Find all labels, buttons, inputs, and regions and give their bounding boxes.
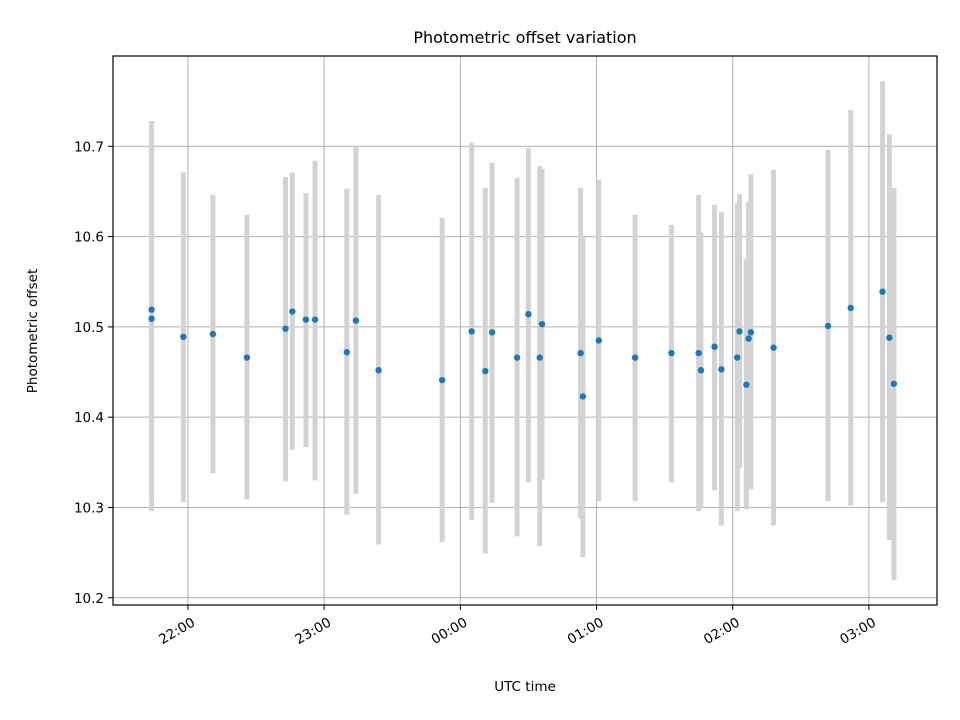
data-point	[695, 349, 702, 357]
data-point	[747, 329, 755, 336]
data-point	[282, 325, 289, 332]
y-tick-label: 10.2	[74, 591, 104, 607]
y-axis-label: Photometric offset	[25, 269, 41, 393]
data-point	[513, 354, 521, 361]
data-point	[734, 354, 741, 361]
plot-frame	[112, 55, 938, 606]
x-axis-label: UTC time	[494, 679, 556, 695]
data-point	[488, 329, 496, 336]
data-point	[711, 343, 718, 350]
data-point	[343, 348, 351, 356]
data-point	[302, 316, 310, 323]
y-tick-label: 10.7	[74, 139, 104, 155]
data-point	[468, 328, 475, 335]
data-point	[438, 376, 446, 384]
data-point	[579, 393, 587, 400]
points	[148, 288, 898, 400]
data-point	[745, 335, 752, 342]
data-point	[180, 333, 187, 341]
data-point	[209, 330, 217, 338]
data-point	[631, 354, 639, 361]
data-point	[525, 311, 532, 318]
y-tick-label: 10.6	[74, 230, 104, 246]
data-point	[697, 367, 705, 374]
data-point	[148, 306, 155, 313]
grid	[113, 56, 937, 605]
data-point	[538, 320, 546, 328]
data-point	[886, 334, 893, 341]
data-point	[736, 328, 743, 335]
data-point	[352, 317, 360, 324]
data-point	[890, 380, 898, 387]
data-point	[718, 366, 725, 373]
chart-title: Photometric offset variation	[413, 28, 636, 47]
y-tick-label: 10.3	[74, 500, 104, 516]
data-point	[879, 288, 886, 295]
data-point	[243, 354, 251, 361]
data-point	[577, 349, 584, 357]
data-point	[770, 344, 777, 351]
data-point	[289, 308, 296, 315]
data-point	[668, 349, 675, 357]
data-point	[743, 381, 750, 388]
data-point	[824, 322, 832, 330]
data-point	[536, 354, 543, 361]
y-tick-label: 10.5	[74, 320, 104, 336]
data-point	[482, 367, 489, 375]
data-point	[847, 304, 854, 312]
data-point	[148, 315, 155, 322]
y-tick-label: 10.4	[74, 410, 104, 426]
data-point	[311, 316, 319, 323]
data-point	[375, 367, 382, 374]
data-point	[595, 337, 602, 344]
